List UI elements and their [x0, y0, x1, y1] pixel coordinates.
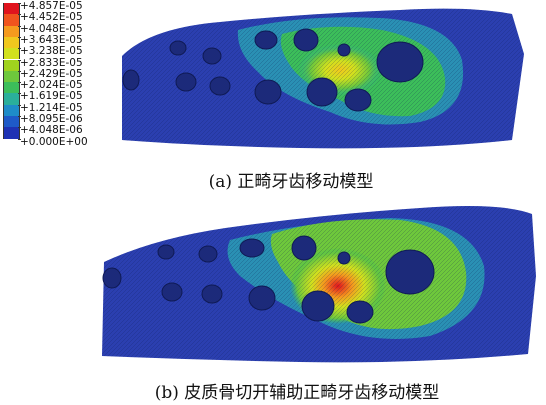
legend-tick: [18, 127, 21, 129]
legend-entry: +4.048E-05: [3, 22, 121, 37]
legend-swatch: [3, 116, 20, 128]
legend-label: +3.238E-05: [20, 45, 83, 58]
legend-entry: +4.857E-05: [3, 0, 121, 15]
caption-b: (b) 皮质骨切开辅助正畸牙齿移动模型: [154, 383, 440, 403]
legend-swatch: [3, 82, 20, 94]
legend-swatch: [3, 104, 20, 116]
legend-swatch: [3, 36, 20, 49]
legend-swatch: [3, 25, 20, 37]
legend-swatch: [3, 127, 20, 139]
legend-tick: [18, 104, 21, 106]
caption-a: (a) 正畸牙齿移动模型: [208, 172, 374, 192]
legend-tick: [18, 116, 21, 117]
legend-tick: [18, 82, 21, 84]
legend-label: +4.048E-06: [20, 124, 83, 137]
legend-swatch: [3, 59, 20, 71]
legend-label: +3.643E-05: [20, 33, 83, 46]
legend-tick: [18, 59, 21, 61]
legend-label: +8.095E-06: [20, 113, 83, 125]
legend-tick: [18, 25, 21, 27]
legend-entry: +0.000E+00: [3, 135, 121, 150]
legend-entry: +2.024E-05: [3, 79, 121, 94]
legend-tick: [18, 93, 21, 95]
model-a-render: [122, 8, 524, 149]
legend-swatch: [3, 70, 20, 83]
legend-swatch: [3, 3, 20, 15]
legend-label: +1.214E-05: [20, 101, 83, 114]
legend-label: +4.452E-05: [20, 11, 83, 24]
legend-entry: +3.238E-05: [3, 45, 121, 60]
legend-tick: [18, 14, 21, 16]
legend-entry: +1.619E-05: [3, 90, 121, 105]
legend-label: +4.048E-05: [20, 22, 83, 35]
legend-swatch: [3, 93, 20, 105]
color-legend: +4.857E-05 +4.452E-05 +4.048E-05 +3.643E-05…: [3, 0, 121, 151]
legend-entry: +8.095E-06: [3, 113, 121, 128]
legend-swatch: [3, 48, 20, 60]
legend-label: +4.857E-05: [20, 0, 83, 12]
legend-label: +2.024E-05: [20, 79, 83, 92]
legend-entry: +3.643E-05: [3, 33, 121, 49]
legend-label: +2.429E-05: [20, 67, 83, 80]
legend-tick: [18, 70, 21, 72]
legend-tick: [18, 48, 21, 50]
legend-entry: +2.833E-05: [3, 56, 121, 71]
legend-tick: [18, 138, 21, 140]
legend-entry: +4.452E-05: [3, 11, 121, 26]
legend-entry: +2.429E-05: [3, 67, 121, 83]
legend-swatch: [3, 14, 20, 26]
legend-label: +1.619E-05: [20, 90, 83, 103]
legend-entry: +1.214E-05: [3, 101, 121, 116]
model-b-render: [102, 206, 536, 363]
legend-entry: +4.048E-06: [3, 124, 121, 139]
legend-label: +2.833E-05: [20, 56, 83, 69]
legend-tick: [18, 3, 21, 4]
legend-tick: [18, 36, 21, 38]
legend-label: +0.000E+00: [20, 135, 88, 148]
